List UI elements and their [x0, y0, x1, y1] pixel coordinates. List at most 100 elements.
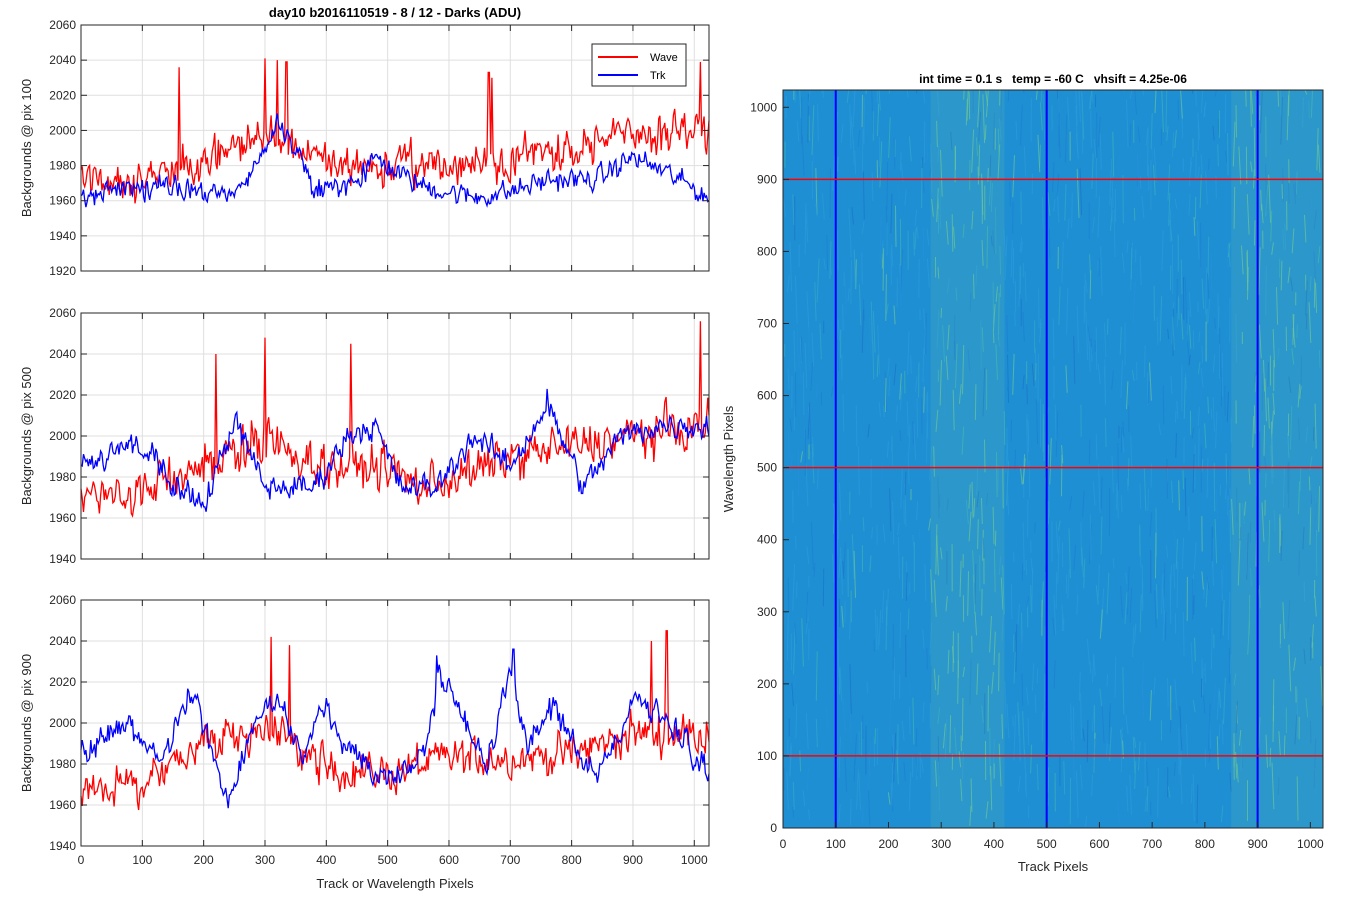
heatmap-streak — [1173, 529, 1176, 547]
heatmap-streak — [1193, 217, 1196, 236]
heatmap-streak — [1143, 345, 1146, 378]
heatmap-streak — [1225, 453, 1228, 489]
heatmap-streak — [1162, 385, 1165, 425]
heatmap-streak — [936, 535, 939, 576]
heatmap-texture — [783, 89, 1324, 828]
heatmap-streak — [1207, 298, 1211, 323]
heatmap-streak — [1185, 373, 1187, 391]
series-line-wave — [80, 321, 710, 518]
heatmap-streak — [1269, 339, 1272, 363]
y-tick-label: 1940 — [49, 229, 76, 243]
heatmap-streak — [791, 682, 794, 706]
heatmap-streak — [907, 331, 910, 376]
heatmap-streak — [1126, 381, 1129, 410]
y-tick-label: 900 — [757, 172, 777, 186]
heatmap-streak — [796, 327, 799, 369]
y-tick-label: 2040 — [49, 347, 76, 361]
heatmap-streak — [1303, 648, 1306, 664]
heatmap-streak — [886, 161, 889, 210]
heatmap-streak — [1208, 703, 1211, 751]
heatmap-streak — [865, 89, 867, 94]
heatmap-streak — [1120, 733, 1123, 773]
heatmap-streak — [1095, 585, 1099, 605]
heatmap-streak — [1271, 242, 1274, 255]
heatmap-streak — [1218, 723, 1221, 739]
heatmap-streak — [1260, 189, 1262, 211]
heatmap-streak — [1132, 626, 1135, 658]
heatmap-streak — [798, 354, 802, 384]
heatmap-streak — [879, 216, 882, 265]
heatmap-streak — [1085, 280, 1088, 293]
heatmap-streak — [1180, 313, 1184, 340]
heatmap-streak — [936, 309, 940, 349]
heatmap-streak — [1171, 480, 1174, 504]
heatmap-streak — [962, 344, 965, 395]
heatmap-streak — [1139, 176, 1142, 190]
y-tick-label: 1980 — [49, 470, 76, 484]
heatmap-streak — [1318, 486, 1320, 532]
heatmap-streak — [870, 301, 873, 343]
heatmap-streak — [838, 598, 841, 628]
heatmap-streak — [921, 157, 924, 169]
heatmap-streak — [825, 707, 829, 728]
heatmap-streak — [977, 89, 981, 128]
heatmap-streak — [872, 310, 876, 353]
heatmap-streak — [1314, 767, 1318, 800]
heatmap-streak — [1289, 405, 1293, 450]
heatmap-streak — [1163, 562, 1166, 597]
heatmap-streak — [1188, 354, 1191, 366]
heatmap-streak — [804, 343, 808, 389]
heatmap-streak — [1035, 399, 1039, 445]
heatmap-streak — [832, 155, 835, 192]
heatmap-streak — [1320, 666, 1324, 707]
heatmap-streak — [1248, 467, 1251, 485]
heatmap-streak — [937, 476, 940, 519]
heatmap-streak — [908, 136, 912, 162]
heatmap-streak — [1188, 291, 1192, 317]
heatmap-bright-band — [1231, 90, 1323, 828]
x-tick-label: 1000 — [681, 853, 708, 867]
heatmap-streak — [945, 221, 949, 245]
heatmap-streak — [1313, 251, 1317, 283]
heatmap-streak — [1292, 313, 1295, 338]
heatmap-streak — [881, 590, 885, 624]
y-tick-label: 1940 — [49, 552, 76, 566]
heatmap-streak — [1012, 155, 1015, 198]
heatmap-streak — [992, 739, 995, 781]
heatmap-streak — [1200, 154, 1203, 175]
heatmap-streak — [1208, 158, 1210, 170]
heatmap-streak — [892, 501, 895, 545]
heatmap-streak — [1267, 397, 1270, 429]
heatmap-streak — [783, 198, 786, 217]
heatmap-streak — [1042, 93, 1046, 140]
heatmap-streak — [897, 536, 900, 579]
heatmap-streak — [907, 608, 910, 630]
heatmap-streak — [1086, 639, 1090, 665]
heatmap-streak — [1232, 121, 1236, 167]
heatmap-streak — [790, 453, 793, 473]
heatmap-streak — [1205, 578, 1209, 608]
heatmap-streak — [940, 547, 943, 560]
heatmap-streak — [1134, 737, 1136, 748]
heatmap-streak — [993, 631, 996, 666]
heatmap-streak — [957, 660, 959, 704]
heatmap-streak — [1280, 89, 1282, 116]
heatmap-streak — [1058, 286, 1061, 326]
heatmap-streak — [815, 651, 818, 701]
heatmap-streak — [1216, 736, 1219, 770]
heatmap-streak — [1031, 363, 1035, 386]
heatmap-streak — [1111, 370, 1114, 390]
heatmap-streak — [851, 207, 854, 225]
heatmap-streak — [1161, 230, 1164, 272]
heatmap-streak — [1061, 241, 1064, 284]
heatmap-streak — [1286, 95, 1290, 141]
heatmap-streak — [1271, 437, 1274, 478]
heatmap-streak — [1137, 126, 1141, 143]
heatmap-streak — [1277, 347, 1280, 359]
heatmap-background — [783, 90, 1323, 828]
heatmap-streak — [1201, 459, 1204, 473]
heatmap-streak — [999, 245, 1002, 275]
heatmap-streak — [792, 563, 796, 611]
heatmap-streak — [1207, 396, 1209, 414]
heatmap-streak — [1097, 116, 1101, 148]
